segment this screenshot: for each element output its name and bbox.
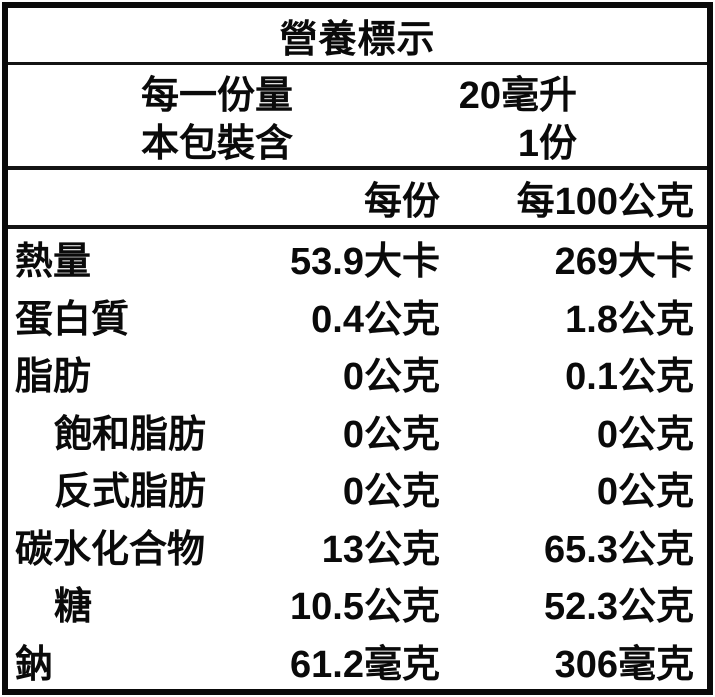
nutrient-name: 鈉: [15, 643, 54, 686]
table-row-calories: 熱量 53.9大卡 269大卡: [8, 229, 707, 287]
column-header-row: 每份 每100公克: [8, 170, 707, 229]
nutrient-per-serving: 0.4公克: [311, 298, 440, 341]
nutrient-name: 反式脂肪: [54, 471, 207, 514]
table-row-sugar: 糖 10.5公克 52.3公克: [8, 574, 707, 632]
nutrient-per-serving: 0公克: [342, 356, 440, 399]
table-row-saturated-fat: 飽和脂肪 0公克 0公克: [8, 402, 707, 460]
nutrient-per-serving: 13公克: [321, 528, 440, 571]
table-row-trans-fat: 反式脂肪 0公克 0公克: [8, 459, 707, 517]
nutrition-label-title: 營養標示: [8, 8, 707, 65]
servings-per-package-row: 本包裝含 1份: [141, 116, 577, 165]
nutrient-name: 糖: [54, 586, 93, 629]
nutrient-per-100g: 0公克: [596, 413, 694, 456]
nutrient-name: 飽和脂肪: [54, 413, 207, 456]
nutrient-per-100g: 65.3公克: [544, 528, 694, 571]
nutrient-name: 熱量: [15, 241, 92, 284]
serving-size-row: 每一份量 20毫升: [141, 68, 577, 117]
serving-info-section: 每一份量 20毫升 本包裝含 1份: [8, 65, 707, 170]
nutrient-name: 脂肪: [15, 356, 92, 399]
table-row-carbohydrate: 碳水化合物 13公克 65.3公克: [8, 517, 707, 575]
nutrient-per-serving: 61.2毫克: [290, 643, 440, 686]
serving-size-label: 每一份量: [141, 75, 294, 117]
column-header-per-100g: 每100公克: [516, 181, 694, 223]
nutrient-per-100g: 0.1公克: [565, 356, 694, 399]
nutrient-per-100g: 0公克: [596, 471, 694, 514]
table-row-fat: 脂肪 0公克 0.1公克: [8, 344, 707, 402]
nutrient-table: 熱量 53.9大卡 269大卡 蛋白質 0.4公克 1.8公克 脂肪 0公克 0…: [8, 229, 707, 689]
serving-size-value: 20毫升: [458, 75, 577, 117]
nutrient-per-100g: 1.8公克: [565, 298, 694, 341]
table-row-sodium: 鈉 61.2毫克 306毫克: [8, 632, 707, 690]
servings-per-package-value: 1份: [517, 123, 577, 165]
nutrient-per-serving: 0公克: [342, 413, 440, 456]
nutrient-name: 蛋白質: [15, 298, 130, 341]
table-row-protein: 蛋白質 0.4公克 1.8公克: [8, 287, 707, 345]
nutrient-name: 碳水化合物: [15, 528, 206, 571]
column-header-per-serving: 每份: [363, 181, 440, 223]
nutrient-per-serving: 53.9大卡: [290, 241, 440, 284]
nutrient-per-100g: 306毫克: [554, 643, 694, 686]
nutrient-per-100g: 269大卡: [554, 241, 694, 284]
nutrient-per-100g: 52.3公克: [544, 586, 694, 629]
servings-per-package-label: 本包裝含: [141, 123, 294, 165]
nutrient-per-serving: 0公克: [342, 471, 440, 514]
nutrient-per-serving: 10.5公克: [290, 586, 440, 629]
